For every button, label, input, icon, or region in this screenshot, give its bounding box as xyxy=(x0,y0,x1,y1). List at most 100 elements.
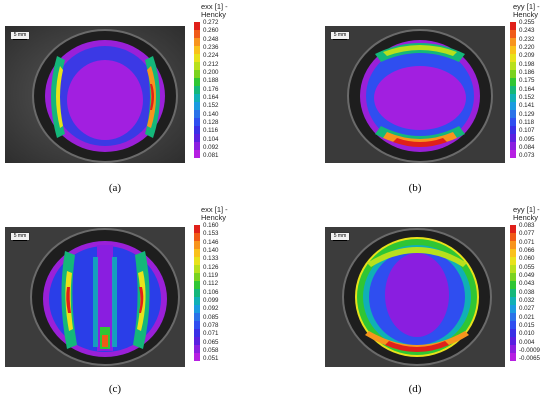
legend-title: exx [1] - xyxy=(201,205,228,214)
colorbar-tick-label: 0.106 xyxy=(203,288,219,296)
colorbar-segment xyxy=(194,249,200,257)
colorbar-tick-label: 0.248 xyxy=(203,35,219,43)
legend-title: exx [1] - xyxy=(201,2,228,11)
legend-title: eyy [1] - xyxy=(513,205,540,214)
colorbar-tick-label: 0.164 xyxy=(203,93,219,101)
dic-strain-image-c: 5 mm xyxy=(5,227,185,367)
colorbar-segment xyxy=(510,102,516,110)
colorbar-segment xyxy=(194,126,200,134)
colorbar-tick-label: -0.0009 xyxy=(519,346,540,354)
colorbar-tick-label: 0.119 xyxy=(203,271,219,279)
colorbar-segment xyxy=(194,134,200,142)
colorbar xyxy=(194,225,200,361)
colorbar-segment xyxy=(194,70,200,78)
colorbar-tick-label: 0.049 xyxy=(519,271,535,279)
colorbar-segment xyxy=(194,38,200,46)
colorbar-segment xyxy=(510,142,516,150)
colorbar-tick-label: 0.129 xyxy=(519,110,535,118)
dic-strain-image-b: 5 mm xyxy=(325,26,505,163)
colorbar-tick-label: 0.043 xyxy=(519,280,535,288)
colorbar-tick-label: 0.038 xyxy=(519,288,535,296)
colorbar-tick-label: 0.107 xyxy=(519,127,535,135)
colorbar-tick-label: 0.118 xyxy=(519,118,535,126)
colorbar-tick-label: 0.198 xyxy=(519,60,535,68)
colorbar-segment xyxy=(510,118,516,126)
colorbar-segment xyxy=(194,142,200,150)
caption-c: (c) xyxy=(108,383,122,395)
colorbar-tick-label: 0.112 xyxy=(203,280,219,288)
caption-a: (a) xyxy=(108,182,122,194)
colorbar-tick-label: 0.133 xyxy=(203,255,219,263)
colorbar-segment xyxy=(194,289,200,297)
colorbar-tick-label: 0.092 xyxy=(203,305,219,313)
colorbar-segment xyxy=(510,241,516,249)
colorbar-segment xyxy=(194,297,200,305)
colorbar-tick-label: 0.073 xyxy=(519,152,535,160)
colorbar-tick-label: 0.188 xyxy=(203,77,219,85)
colorbar-segment xyxy=(510,22,516,30)
colorbar-tick-label: 0.140 xyxy=(203,246,219,254)
colorbar-tick-label: 0.058 xyxy=(203,346,219,354)
colorbar-tick-label: 0.077 xyxy=(519,230,535,238)
colorbar-segment xyxy=(510,289,516,297)
colorbar-segment xyxy=(510,46,516,54)
colorbar-segment xyxy=(510,78,516,86)
colorbar-segment xyxy=(510,281,516,289)
colorbar xyxy=(510,22,516,158)
colorbar-tick-label: 0.071 xyxy=(203,330,219,338)
colorbar-tick-label: 0.176 xyxy=(203,85,219,93)
colorbar-tick-label: 0.104 xyxy=(203,135,219,143)
colorbar-segment xyxy=(194,321,200,329)
colorbar-tick-label: 0.200 xyxy=(203,68,219,76)
colorbar-segment xyxy=(510,313,516,321)
dic-strain-image-d: 5 mm xyxy=(325,227,505,367)
colorbar-tick-label: 0.095 xyxy=(519,135,535,143)
colorbar-segment xyxy=(510,126,516,134)
colorbar xyxy=(510,225,516,361)
colorbar-segment xyxy=(510,297,516,305)
colorbar-segment xyxy=(510,257,516,265)
colorbar-tick-label: 0.152 xyxy=(519,93,535,101)
colorbar-tick-label: 0.060 xyxy=(519,255,535,263)
legend-b: eyy [1] - Hencky 0.255 0.243 0.232 0.220 0.2… xyxy=(509,0,550,165)
colorbar-segment xyxy=(510,233,516,241)
colorbar-segment xyxy=(194,94,200,102)
colorbar-segment xyxy=(194,86,200,94)
colorbar-segment xyxy=(194,118,200,126)
colorbar-tick-label: 0.175 xyxy=(519,77,535,85)
colorbar-segment xyxy=(510,30,516,38)
colorbar-segment xyxy=(510,265,516,273)
legend-title: eyy [1] - xyxy=(513,2,540,11)
colorbar-tick-label: 0.224 xyxy=(203,52,219,60)
colorbar-segment xyxy=(194,257,200,265)
colorbar-tick-label: 0.152 xyxy=(203,102,219,110)
colorbar-segment xyxy=(510,150,516,158)
colorbar-tick-label: 0.084 xyxy=(519,143,535,151)
colorbar-tick-label: 0.212 xyxy=(203,60,219,68)
colorbar-segment xyxy=(194,273,200,281)
colorbar-tick-label: 0.209 xyxy=(519,52,535,60)
colorbar-segment xyxy=(510,273,516,281)
colorbar-tick-label: 0.146 xyxy=(203,238,219,246)
colorbar-tick-label: 0.066 xyxy=(519,246,535,254)
colorbar-tick-label: 0.186 xyxy=(519,68,535,76)
colorbar-tick-label: 0.004 xyxy=(519,338,535,346)
colorbar-tick-label: 0.272 xyxy=(203,19,219,26)
colorbar-segment xyxy=(510,353,516,361)
colorbar-tick-label: 0.027 xyxy=(519,305,535,313)
colorbar-segment xyxy=(510,70,516,78)
colorbar-tick-label: 0.083 xyxy=(519,222,535,229)
colorbar-segment xyxy=(194,313,200,321)
colorbar-segment xyxy=(194,22,200,30)
colorbar-segment xyxy=(194,345,200,353)
colorbar-segment xyxy=(194,265,200,273)
colorbar-segment xyxy=(510,305,516,313)
colorbar-segment xyxy=(510,62,516,70)
colorbar-tick-label: 0.032 xyxy=(519,296,535,304)
legend-c: exx [1] - Hencky 0.160 0.153 0.146 0.140 0.1… xyxy=(189,205,249,370)
colorbar-segment xyxy=(510,337,516,345)
colorbar-segment xyxy=(510,94,516,102)
caption-d: (d) xyxy=(408,383,422,395)
panel-b: 5 mm eyy [1] - Hencky 0.255 0.243 0.232 0.2… xyxy=(275,0,550,205)
colorbar-segment xyxy=(510,38,516,46)
